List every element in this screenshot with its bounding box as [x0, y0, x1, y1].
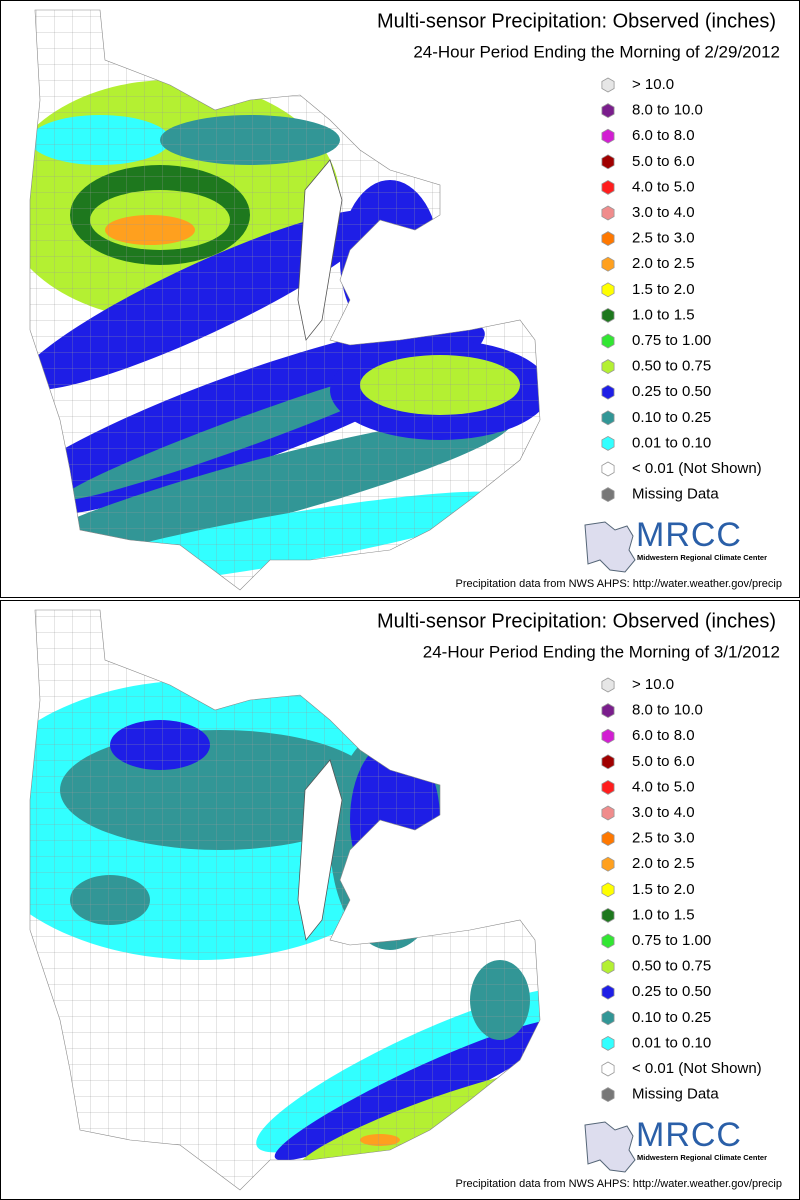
legend-label: 2.0 to 2.5: [632, 255, 695, 272]
legend-label: 1.5 to 2.0: [632, 881, 695, 898]
legend-label: 2.5 to 3.0: [632, 830, 695, 847]
legend-swatch: [601, 77, 615, 93]
legend-swatch: [601, 984, 615, 1000]
legend-swatch: [601, 856, 615, 872]
title: Multi-sensor Precipitation: Observed (in…: [377, 610, 776, 632]
legend-label: 0.50 to 0.75: [632, 358, 711, 375]
legend-label: > 10.0: [632, 676, 674, 693]
logo-tagline: Midwestern Regional Climate Center: [637, 553, 767, 562]
legend-label: 4.0 to 5.0: [632, 178, 695, 195]
legend-swatch: [601, 205, 615, 221]
logo-name: MRCC: [636, 516, 742, 554]
legend-swatch: [601, 959, 615, 975]
legend-swatch: [601, 307, 615, 323]
logo-icon: [584, 521, 636, 573]
legend-label: 0.01 to 0.10: [632, 434, 711, 451]
legend-label: 1.5 to 2.0: [632, 281, 695, 298]
lake-michigan: [297, 759, 343, 941]
legend-swatch: [601, 882, 615, 898]
legend-swatch: [601, 384, 615, 400]
legend-swatch: [601, 103, 615, 119]
legend-label: 6.0 to 8.0: [632, 127, 695, 144]
legend-swatch: [601, 907, 615, 923]
legend-label: 0.25 to 0.50: [632, 383, 711, 400]
logo-icon: [584, 1121, 636, 1173]
precip-map: [30, 10, 540, 590]
legend-swatch: [601, 1087, 615, 1103]
legend-swatch: [601, 703, 615, 719]
legend-label: Missing Data: [632, 1086, 719, 1103]
title: Multi-sensor Precipitation: Observed (in…: [377, 10, 776, 32]
source-note: Precipitation data from NWS AHPS: http:/…: [456, 578, 783, 590]
legend-swatch: [601, 435, 615, 451]
legend-swatch: [601, 728, 615, 744]
legend-label: 0.75 to 1.00: [632, 332, 711, 349]
legend-label: > 10.0: [632, 76, 674, 93]
legend-swatch: [601, 333, 615, 349]
legend-label: 8.0 to 10.0: [632, 102, 703, 119]
legend-swatch: [601, 154, 615, 170]
logo-tagline: Midwestern Regional Climate Center: [637, 1153, 767, 1162]
panel: Multi-sensor Precipitation: Observed (in…: [0, 0, 800, 598]
logo-name: MRCC: [636, 1116, 742, 1154]
legend-swatch: [601, 831, 615, 847]
legend-label: < 0.01 (Not Shown): [632, 1060, 762, 1077]
legend-label: 0.50 to 0.75: [632, 958, 711, 975]
legend-swatch: [601, 179, 615, 195]
legend-label: 0.25 to 0.50: [632, 983, 711, 1000]
legend-label: 3.0 to 4.0: [632, 204, 695, 221]
legend-label: 2.0 to 2.5: [632, 855, 695, 872]
legend-swatch: [601, 410, 615, 426]
legend-label: 6.0 to 8.0: [632, 727, 695, 744]
legend-label: 5.0 to 6.0: [632, 753, 695, 770]
lake-michigan: [297, 159, 343, 341]
legend-swatch: [601, 487, 615, 503]
legend-label: 5.0 to 6.0: [632, 153, 695, 170]
precip-map: [30, 610, 540, 1190]
legend-label: 3.0 to 4.0: [632, 804, 695, 821]
legend-label: 0.01 to 0.10: [632, 1034, 711, 1051]
legend-swatch: [601, 779, 615, 795]
legend-swatch: [601, 256, 615, 272]
legend-swatch: [601, 933, 615, 949]
legend-label: 1.0 to 1.5: [632, 906, 695, 923]
region-outline: [29, 9, 541, 591]
legend-swatch: [601, 754, 615, 770]
legend-swatch: [601, 461, 615, 477]
legend-label: 0.10 to 0.25: [632, 409, 711, 426]
legend-swatch: [601, 231, 615, 247]
legend-swatch: [601, 1010, 615, 1026]
legend-swatch: [601, 359, 615, 375]
subtitle: 24-Hour Period Ending the Morning of 2/2…: [413, 42, 780, 61]
legend-swatch: [601, 1061, 615, 1077]
panel: Multi-sensor Precipitation: Observed (in…: [0, 600, 800, 1200]
subtitle: 24-Hour Period Ending the Morning of 3/1…: [423, 642, 780, 661]
legend-label: < 0.01 (Not Shown): [632, 460, 762, 477]
source-note: Precipitation data from NWS AHPS: http:/…: [456, 1178, 783, 1190]
legend-label: 2.5 to 3.0: [632, 230, 695, 247]
legend-swatch: [601, 1035, 615, 1051]
legend-swatch: [601, 677, 615, 693]
legend-swatch: [601, 128, 615, 144]
legend-label: 4.0 to 5.0: [632, 778, 695, 795]
legend-label: 0.75 to 1.00: [632, 932, 711, 949]
legend-label: 0.10 to 0.25: [632, 1009, 711, 1026]
legend-swatch: [601, 805, 615, 821]
region-outline: [29, 609, 541, 1191]
legend-label: Missing Data: [632, 486, 719, 503]
legend-swatch: [601, 282, 615, 298]
legend-label: 1.0 to 1.5: [632, 306, 695, 323]
legend-label: 8.0 to 10.0: [632, 702, 703, 719]
